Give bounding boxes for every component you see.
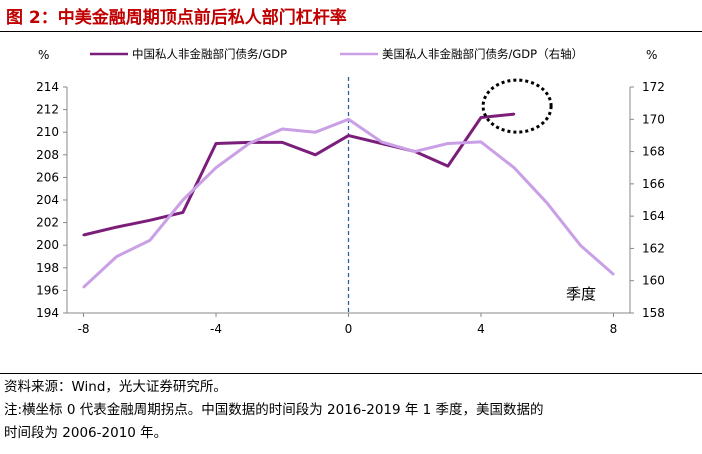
data-point [479, 140, 483, 144]
series-layer [82, 112, 615, 289]
data-point [181, 211, 185, 214]
top-divider [0, 31, 702, 32]
x-tick-label: -4 [210, 322, 222, 336]
data-point [612, 273, 615, 276]
page-title: 图 2：中美金融周期顶点前后私人部门杠杆率 [6, 8, 347, 28]
left-tick-label: 194 [36, 306, 59, 320]
bottom-divider [0, 373, 702, 374]
x-tick-label: 4 [477, 322, 485, 336]
data-point [380, 140, 383, 144]
left-axis-unit: % [38, 48, 49, 62]
data-point [314, 131, 317, 134]
note-line-1: 注:横坐标 0 代表金融周期拐点。中国数据的时间段为 2016-2019 年 1… [4, 402, 544, 418]
data-point [579, 244, 582, 247]
left-tick-label: 212 [36, 103, 59, 117]
data-point [214, 166, 218, 169]
x-axis-label: 季度 [566, 285, 596, 303]
data-point [413, 150, 416, 153]
left-tick-label: 200 [36, 238, 59, 252]
right-tick-label: 166 [642, 177, 665, 191]
legend-label-us: 美国私人非金融部门债务/GDP（右轴） [382, 47, 583, 61]
left-axis-ticks: 194 196 198 200 202 204 206 208 210 212 214 [36, 80, 67, 320]
data-point [347, 134, 350, 137]
data-point [115, 255, 118, 258]
note-line-2: 时间段为 2006-2010 年。 [4, 425, 168, 441]
data-point [148, 239, 151, 242]
data-point [512, 166, 516, 169]
data-point [82, 233, 85, 237]
source-note: 资料来源：Wind，光大证券研究所。 [4, 379, 227, 395]
dotted-ellipse-annotation [481, 78, 553, 134]
left-tick-label: 210 [36, 125, 59, 139]
left-tick-label: 204 [36, 193, 59, 207]
left-tick-label: 198 [36, 261, 59, 275]
x-tick-label: 8 [610, 322, 618, 336]
right-tick-label: 172 [642, 80, 665, 94]
legend: 中国私人非金融部门债务/GDP 美国私人非金融部门债务/GDP（右轴） [90, 47, 583, 61]
left-tick-label: 206 [36, 170, 59, 184]
data-point [446, 142, 450, 145]
series-line-china [83, 112, 515, 237]
right-tick-label: 168 [642, 145, 665, 159]
x-tick-label: 0 [345, 322, 353, 336]
right-tick-label: 162 [642, 241, 665, 255]
data-point [281, 127, 284, 131]
data-point [347, 118, 350, 121]
x-tick-label: -8 [78, 322, 90, 336]
data-point [115, 225, 118, 229]
right-axis-ticks: 158 160 162 164 166 168 170 172 [630, 80, 665, 320]
x-axis-ticks: -8 -4 0 4 8 [78, 313, 618, 336]
left-tick-label: 196 [36, 283, 59, 297]
data-point [446, 164, 450, 168]
right-tick-label: 160 [642, 274, 665, 288]
data-point [512, 112, 516, 116]
right-tick-label: 158 [642, 306, 665, 320]
data-point [479, 116, 483, 119]
data-point [82, 286, 85, 289]
data-point [546, 202, 549, 205]
data-point [281, 141, 284, 144]
right-tick-label: 164 [642, 209, 665, 223]
chart: 194 196 198 200 202 204 206 208 210 212 214 158 160… [36, 47, 665, 336]
data-point [314, 153, 317, 156]
right-axis-unit: % [646, 48, 657, 62]
data-point [148, 219, 151, 222]
notes: 资料来源：Wind，光大证券研究所。 注:横坐标 0 代表金融周期拐点。中国数据… [4, 376, 698, 445]
data-point [247, 142, 251, 145]
right-tick-label: 170 [642, 112, 665, 126]
left-tick-label: 202 [36, 216, 59, 230]
legend-label-china: 中国私人非金融部门债务/GDP [132, 47, 287, 61]
left-tick-label: 214 [36, 80, 59, 94]
data-point [181, 198, 185, 202]
left-tick-label: 208 [36, 148, 59, 162]
data-point [214, 142, 218, 145]
